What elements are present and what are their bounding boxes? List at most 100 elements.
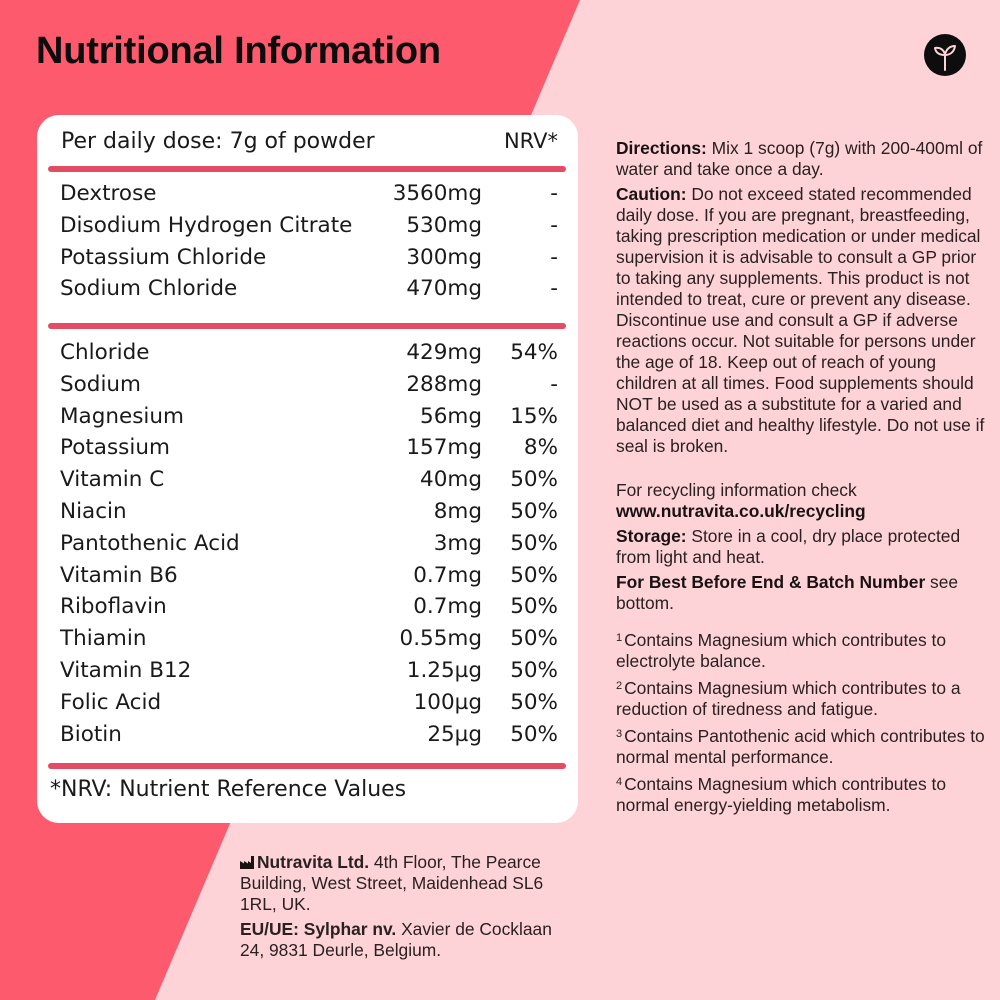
storage-block: Storage: Store in a cool, dry place prot…	[616, 526, 986, 568]
claim-text: Contains Magnesium which contributes to …	[616, 678, 961, 719]
row-amount: 40mg	[420, 467, 482, 493]
product-info-panel: Directions: Mix 1 scoop (7g) with 200-40…	[616, 138, 986, 820]
row-name: Niacin	[60, 498, 127, 524]
row-amount: 470mg	[406, 276, 482, 302]
manufacturer-address: Nutravita Ltd. 4th Floor, The Pearce Bui…	[240, 852, 580, 965]
claim-marker: 2	[616, 680, 623, 692]
nutrients-list: Chloride 429mg 54% Sodium 288mg - Magnes…	[60, 340, 558, 753]
section-divider	[48, 323, 566, 329]
row-name: Potassium Chloride	[60, 244, 267, 270]
row-amount: 300mg	[406, 244, 482, 270]
header-divider	[48, 166, 566, 172]
table-row: Vitamin B12 1.25µg 50%	[60, 658, 558, 690]
row-nrv: 50%	[510, 689, 558, 715]
row-amount: 25µg	[427, 721, 482, 747]
row-amount: 3mg	[433, 530, 482, 556]
table-row: Potassium Chloride 300mg -	[60, 245, 558, 277]
nrv-footnote: *NRV: Nutrient Reference Values	[50, 777, 407, 802]
claim-text: Contains Magnesium which contributes to …	[616, 630, 947, 671]
caution-text: Do not exceed stated recommended daily d…	[616, 184, 985, 456]
row-nrv: 8%	[523, 435, 558, 461]
directions-block: Directions: Mix 1 scoop (7g) with 200-40…	[616, 138, 986, 180]
row-nrv: 50%	[510, 594, 558, 620]
row-amount: 429mg	[406, 340, 482, 365]
table-row: Potassium 157mg 8%	[60, 435, 558, 467]
row-name: Vitamin B12	[60, 657, 192, 683]
recycling-link[interactable]: www.nutravita.co.uk/recycling	[616, 501, 866, 521]
row-name: Sodium	[60, 371, 141, 397]
claim-text: Contains Magnesium which contributes to …	[616, 774, 947, 815]
nutrition-table-card: Per daily dose: 7g of powder NRV* Dextro…	[37, 115, 578, 823]
row-nrv: 15%	[510, 403, 558, 429]
row-amount: 3560mg	[392, 181, 482, 206]
recycling-text: For recycling information check	[616, 480, 857, 500]
uk-address: Nutravita Ltd. 4th Floor, The Pearce Bui…	[240, 852, 580, 915]
table-row: Magnesium 56mg 15%	[60, 404, 558, 436]
plant-sprout-icon	[924, 34, 966, 76]
ingredients-list: Dextrose 3560mg - Disodium Hydrogen Citr…	[60, 181, 558, 308]
caution-label: Caution:	[616, 184, 687, 204]
row-amount: 288mg	[406, 371, 482, 397]
health-claims: 1 Contains Magnesium which contributes to…	[616, 628, 986, 816]
caution-block: Caution: Do not exceed stated recommende…	[616, 184, 986, 457]
row-name: Thiamin	[60, 626, 147, 652]
claim-marker: 3	[616, 728, 623, 740]
table-row: Biotin 25µg 50%	[60, 722, 558, 754]
table-row: Disodium Hydrogen Citrate 530mg -	[60, 213, 558, 245]
best-before-block: For Best Before End & Batch Number see b…	[616, 572, 986, 614]
row-nrv: 50%	[510, 626, 558, 652]
table-row: Niacin 8mg 50%	[60, 499, 558, 531]
row-name: Folic Acid	[60, 689, 162, 715]
table-row: Chloride 429mg 54%	[60, 340, 558, 372]
row-nrv: 50%	[510, 721, 558, 747]
claim-marker: 1	[616, 632, 623, 644]
table-row: Folic Acid 100µg 50%	[60, 690, 558, 722]
claim-item: 1 Contains Magnesium which contributes to…	[616, 628, 986, 672]
table-row: Vitamin B6 0.7mg 50%	[60, 563, 558, 595]
row-name: Pantothenic Acid	[60, 530, 240, 556]
table-row: Dextrose 3560mg -	[60, 181, 558, 213]
table-row: Riboflavin 0.7mg 50%	[60, 594, 558, 626]
storage-label: Storage:	[616, 526, 687, 546]
table-row: Vitamin C 40mg 50%	[60, 467, 558, 499]
dose-label: Per daily dose: 7g of powder	[61, 129, 375, 154]
footer-divider	[48, 763, 566, 769]
row-amount: 0.7mg	[413, 594, 482, 620]
recycling-block: For recycling information check www.nutr…	[616, 480, 986, 522]
company-name: Nutravita Ltd.	[257, 852, 370, 872]
table-row: Sodium Chloride 470mg -	[60, 276, 558, 308]
storage-text: Store in a cool, dry place protected fro…	[616, 526, 961, 567]
row-name: Magnesium	[60, 403, 184, 429]
company-address: 4th Floor, The Pearce Building, West Str…	[240, 852, 544, 914]
directions-label: Directions:	[616, 138, 707, 158]
table-header: Per daily dose: 7g of powder NRV*	[61, 129, 558, 154]
claim-item: 2 Contains Magnesium which contributes to…	[616, 676, 986, 720]
claim-text: Contains Pantothenic acid which contribu…	[616, 726, 985, 767]
row-nrv: -	[550, 371, 558, 397]
nrv-column-header: NRV*	[503, 129, 558, 153]
best-before-text: see bottom.	[616, 572, 959, 613]
eu-address-text: Xavier de Cocklaan 24, 9831 Deurle, Belg…	[240, 919, 552, 960]
row-nrv: 50%	[510, 498, 558, 524]
claim-item: 3 Contains Pantothenic acid which contrib…	[616, 724, 986, 768]
page-title: Nutritional Information	[36, 30, 441, 72]
table-row: Sodium 288mg -	[60, 372, 558, 404]
claim-item: 4 Contains Magnesium which contributes to…	[616, 772, 986, 816]
row-nrv: -	[550, 244, 558, 270]
row-nrv: 54%	[510, 340, 558, 365]
eu-address: EU/UE: Sylphar nv. Xavier de Cocklaan 24…	[240, 919, 580, 961]
table-row: Thiamin 0.55mg 50%	[60, 626, 558, 658]
row-nrv: 50%	[510, 562, 558, 588]
row-amount: 530mg	[406, 212, 482, 238]
row-nrv: 50%	[510, 467, 558, 493]
row-name: Riboflavin	[60, 594, 167, 620]
row-amount: 157mg	[406, 435, 482, 461]
row-name: Dextrose	[60, 181, 157, 206]
row-name: Potassium	[60, 435, 170, 461]
table-row: Pantothenic Acid 3mg 50%	[60, 531, 558, 563]
row-name: Disodium Hydrogen Citrate	[60, 212, 353, 238]
row-name: Biotin	[60, 721, 122, 747]
directions-text: Mix 1 scoop (7g) with 200-400ml of water…	[616, 138, 983, 179]
row-nrv: -	[550, 276, 558, 302]
row-amount: 0.55mg	[399, 626, 482, 652]
